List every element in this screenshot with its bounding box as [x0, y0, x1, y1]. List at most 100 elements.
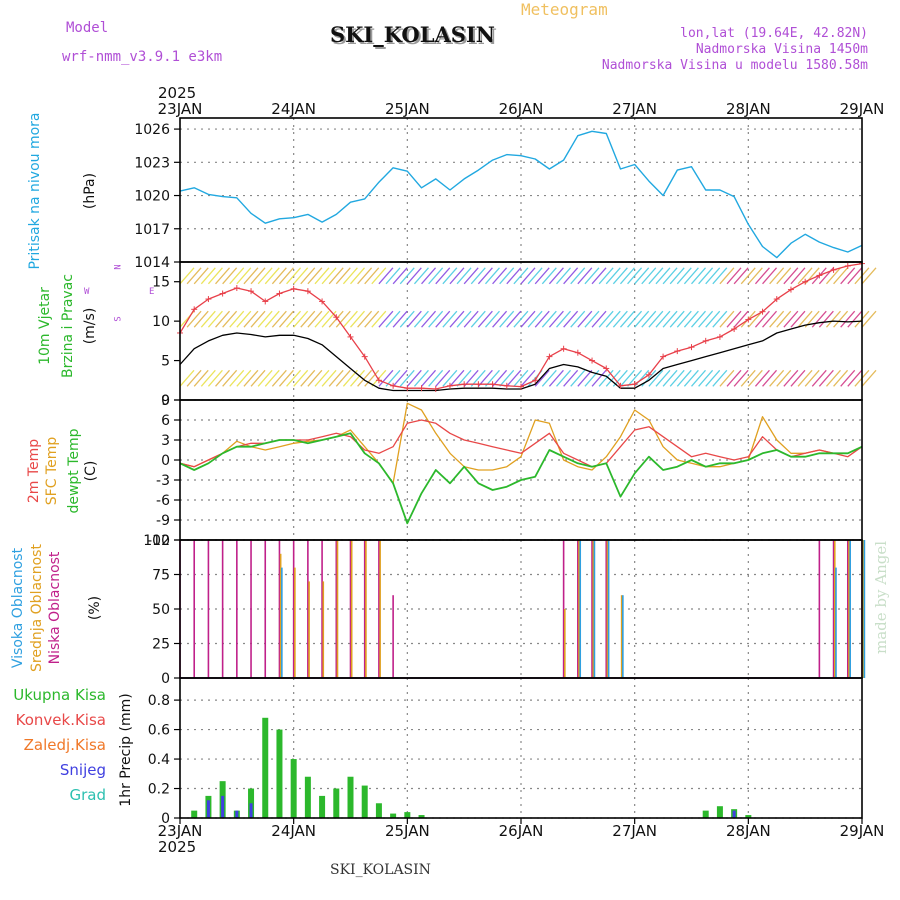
wind-barb: [520, 310, 536, 328]
precip-snow-bar: [732, 810, 736, 818]
wind-barb: [840, 369, 856, 387]
wind-barb: [662, 267, 678, 285]
wind-barb: [733, 369, 749, 387]
model-name: wrf-nmm_v3.9.1 e3km: [62, 49, 223, 65]
wind-barb: [413, 369, 429, 387]
wind-barb: [492, 369, 508, 387]
wind-barb: [726, 267, 742, 285]
wind-barb: [655, 369, 671, 387]
wind-barb: [598, 267, 614, 285]
wind-barb: [186, 369, 202, 387]
precip-total-bar: [304, 776, 311, 818]
wind-barb: [520, 369, 536, 387]
precip-total-bar: [361, 785, 368, 818]
wind-barb: [676, 267, 692, 285]
wind-barb: [570, 310, 586, 328]
wind-barb: [563, 267, 579, 285]
wind-barb: [193, 310, 209, 328]
wind-barb: [470, 267, 486, 285]
date-label-bottom: 25JAN: [385, 822, 430, 840]
wind-barb: [428, 267, 444, 285]
wind-barb: [762, 267, 778, 285]
wind-barb: [570, 267, 586, 285]
precip-total-bar: [333, 788, 340, 818]
wind-barb: [513, 310, 529, 328]
wind-barb: [286, 267, 302, 285]
wind-barb: [662, 369, 678, 387]
wind-barb: [634, 369, 650, 387]
wind-barb: [548, 267, 564, 285]
wind-barb: [627, 369, 643, 387]
wind-barb: [335, 310, 351, 328]
wind-barb: [257, 369, 273, 387]
wind-barb: [207, 310, 223, 328]
wind-barb: [506, 267, 522, 285]
wind-barb: [328, 267, 344, 285]
wind-barb: [783, 369, 799, 387]
y-tick-label: 0: [161, 393, 170, 409]
date-label-top: 24JAN: [271, 100, 316, 118]
y-tick-label: 1020: [134, 189, 170, 205]
wind-barb: [825, 310, 841, 328]
y-tick-label: 50: [152, 602, 170, 618]
y-tick-label: 1026: [134, 122, 170, 138]
wind-barb: [726, 310, 742, 328]
wind-barb: [413, 310, 429, 328]
wind-barb: [563, 369, 579, 387]
wind-barb: [669, 369, 685, 387]
wind-barb: [754, 310, 770, 328]
y-tick-label: 0.4: [148, 752, 170, 768]
wind-barb: [179, 369, 195, 387]
y-tick-label: 3: [161, 433, 170, 449]
wind-barb: [769, 310, 785, 328]
wind-barb: [698, 267, 714, 285]
footer-station: SKI_KOLASIN: [330, 862, 431, 878]
precip-total-bar: [290, 759, 297, 818]
wind-barb: [428, 369, 444, 387]
wind-barb: [591, 369, 607, 387]
wind-barb: [307, 267, 323, 285]
wind-barb: [861, 267, 877, 285]
wind-barb: [215, 267, 231, 285]
precip-total-bar: [745, 815, 752, 818]
y-tick-label: 10: [152, 314, 170, 330]
wind-barb: [612, 267, 628, 285]
y-tick-label: 0.6: [148, 723, 170, 739]
wind-barb: [605, 267, 621, 285]
wind-barb: [293, 369, 309, 387]
precip-total-bar: [191, 810, 198, 818]
wind-barb: [406, 267, 422, 285]
wind-barb: [584, 310, 600, 328]
wind-barb: [406, 369, 422, 387]
wind-barb: [648, 310, 664, 328]
wind-barb: [243, 267, 259, 285]
wind-barb: [499, 267, 515, 285]
wind-barb: [548, 369, 564, 387]
wind-barb: [456, 267, 472, 285]
date-label-bottom: 24JAN: [271, 822, 316, 840]
wind-barb: [442, 369, 458, 387]
wind-barb: [278, 310, 294, 328]
wind-barb: [271, 267, 287, 285]
wind-barb: [300, 369, 316, 387]
wind-barb: [804, 369, 820, 387]
y-tick-label: 1014: [134, 255, 170, 271]
wind-barb: [534, 369, 550, 387]
wind-barb: [229, 267, 245, 285]
wind-barb: [286, 310, 302, 328]
wind-barb: [712, 310, 728, 328]
wind-barb: [371, 267, 387, 285]
wind-barb: [300, 310, 316, 328]
wind-barb: [797, 267, 813, 285]
lonlat-label: lon,lat (19.64E, 42.82N): [680, 26, 868, 41]
wind-barb: [762, 369, 778, 387]
wind-barb: [307, 369, 323, 387]
wind-barb: [307, 310, 323, 328]
wind-barb: [399, 267, 415, 285]
wind-barb: [435, 310, 451, 328]
wind-barb: [350, 369, 365, 387]
wind-barb: [825, 369, 841, 387]
wind-barb: [442, 310, 458, 328]
y-tick-label: 6: [161, 413, 170, 429]
wind-barb: [833, 267, 849, 285]
